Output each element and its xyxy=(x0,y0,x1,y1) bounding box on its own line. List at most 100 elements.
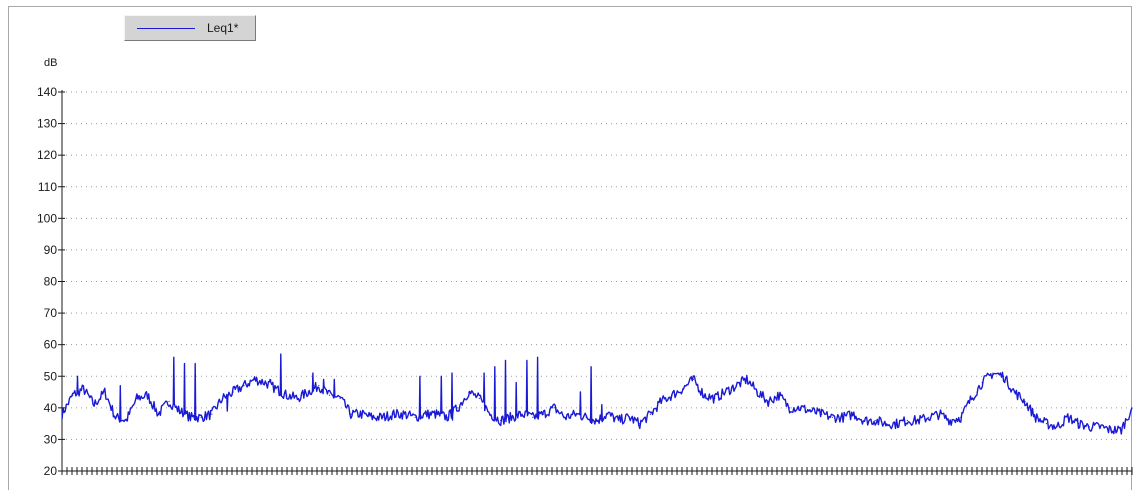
data-point xyxy=(842,416,844,418)
data-point xyxy=(532,416,534,418)
data-point xyxy=(510,416,512,418)
data-point xyxy=(714,397,716,399)
data-point xyxy=(232,391,234,393)
data-point xyxy=(596,419,598,422)
data-point xyxy=(639,423,641,425)
data-point xyxy=(478,397,480,399)
data-point xyxy=(585,416,587,418)
data-point xyxy=(607,413,609,415)
y-tick-label: 40 xyxy=(44,401,58,415)
data-point xyxy=(489,413,491,415)
data-point xyxy=(61,413,63,415)
y-tick-label: 70 xyxy=(44,306,58,320)
data-point xyxy=(617,419,620,422)
gridlines xyxy=(66,91,1132,440)
data-point xyxy=(114,416,117,418)
data-point xyxy=(735,385,737,387)
data-point xyxy=(981,381,983,384)
y-tick-label: 90 xyxy=(44,243,58,257)
y-axis: 140 130 120 110 100 90 80 70 60 50 40 30 20 xyxy=(37,85,65,478)
data-point xyxy=(1045,423,1047,425)
y-tick-label: 100 xyxy=(37,211,57,225)
data-point xyxy=(72,394,74,396)
data-point xyxy=(382,416,384,418)
data-point xyxy=(318,385,320,387)
data-point xyxy=(425,413,427,415)
data-point xyxy=(682,388,684,390)
data-point xyxy=(692,378,694,381)
data-point xyxy=(1056,426,1058,428)
data-point xyxy=(874,419,876,422)
data-point xyxy=(1013,391,1015,393)
data-point xyxy=(371,416,373,418)
y-axis-title: dB xyxy=(44,57,57,69)
data-point xyxy=(221,397,224,399)
data-point xyxy=(863,419,866,422)
data-point xyxy=(542,413,545,415)
data-point xyxy=(1088,426,1090,428)
data-point xyxy=(93,404,95,406)
data-point xyxy=(189,416,191,418)
x-axis xyxy=(61,467,1133,475)
data-point xyxy=(831,416,834,418)
data-point xyxy=(1077,423,1080,425)
data-point xyxy=(1131,407,1133,409)
y-tick-label: 80 xyxy=(44,275,58,289)
data-point xyxy=(970,397,973,399)
legend-label: Leq1* xyxy=(207,21,239,35)
data-point xyxy=(799,407,801,409)
data-point xyxy=(125,419,127,422)
data-point xyxy=(1110,429,1112,431)
legend-box[interactable]: Leq1* xyxy=(124,15,256,41)
data-point xyxy=(906,419,908,422)
data-point xyxy=(168,400,170,403)
data-point xyxy=(949,419,951,422)
data-point xyxy=(339,397,341,399)
data-point xyxy=(564,416,566,418)
data-point xyxy=(307,391,309,393)
y-tick-label: 50 xyxy=(44,369,58,383)
data-point xyxy=(211,413,213,415)
y-tick-label: 30 xyxy=(44,432,58,446)
data-point xyxy=(885,423,887,425)
data-point xyxy=(789,407,791,409)
data-point xyxy=(1067,416,1069,418)
data-point xyxy=(82,388,84,390)
data-point xyxy=(810,410,812,412)
data-point xyxy=(296,397,298,399)
data-point xyxy=(500,419,502,422)
data-point xyxy=(457,407,459,409)
data-point xyxy=(147,394,149,396)
plot-area xyxy=(61,353,1133,435)
data-point xyxy=(435,413,438,415)
data-point xyxy=(649,413,652,415)
data-point xyxy=(992,372,994,374)
data-point xyxy=(446,416,448,418)
data-point xyxy=(575,413,577,415)
data-point xyxy=(628,416,630,418)
data-point xyxy=(264,381,266,384)
data-point xyxy=(671,394,673,396)
data-point xyxy=(1003,375,1005,377)
data-point xyxy=(361,413,363,415)
data-point xyxy=(136,397,138,399)
data-point xyxy=(403,413,405,415)
data-point xyxy=(553,407,555,409)
data-point xyxy=(243,385,245,387)
data-point xyxy=(660,400,662,403)
data-point xyxy=(275,388,277,390)
data-point xyxy=(724,391,727,393)
data-point xyxy=(350,413,352,415)
data-point xyxy=(938,413,941,415)
data-point xyxy=(960,416,962,418)
data-point xyxy=(778,394,780,396)
data-point xyxy=(1099,426,1101,428)
legend-line-swatch xyxy=(137,28,195,29)
y-tick-label: 120 xyxy=(37,148,57,162)
data-point xyxy=(703,394,705,396)
data-point xyxy=(746,378,748,381)
data-point xyxy=(1120,429,1122,431)
data-point xyxy=(767,400,769,403)
data-point xyxy=(157,413,159,415)
y-tick-label: 140 xyxy=(37,85,57,99)
